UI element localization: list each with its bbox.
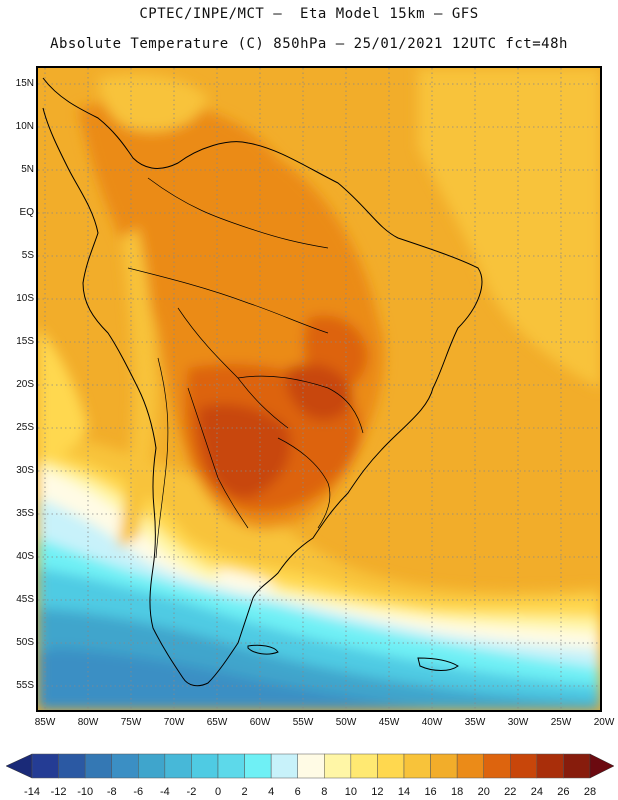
- colorbar-tick-label: 20: [477, 786, 490, 798]
- temperature-map: [36, 66, 602, 712]
- colorbar-tick-label: -12: [50, 786, 67, 798]
- lat-label: 10N: [15, 121, 34, 132]
- colorbar-swatch: [244, 753, 272, 779]
- colorbar-swatch: [217, 753, 245, 779]
- lon-label: 75W: [120, 717, 142, 728]
- colorbar-swatch: [84, 753, 112, 779]
- lon-label: 50W: [335, 717, 357, 728]
- lon-label: 80W: [77, 717, 99, 728]
- lon-label: 40W: [421, 717, 443, 728]
- colorbar-right-arrow: [589, 753, 615, 779]
- colorbar-tick-label: -2: [186, 786, 197, 798]
- colorbar-swatch: [456, 753, 484, 779]
- colorbar-tick-label: 26: [557, 786, 570, 798]
- colorbar-swatch: [403, 753, 431, 779]
- colorbar-swatch: [164, 753, 192, 779]
- lat-label: 30S: [16, 465, 34, 476]
- chart-title-line2: Absolute Temperature (C) 850hPa – 25/01/…: [50, 36, 568, 52]
- temperature-field: [38, 68, 600, 710]
- colorbar-tick-label: 22: [504, 786, 517, 798]
- colorbar-swatch: [58, 753, 86, 779]
- lat-label: 50S: [16, 637, 34, 648]
- colorbar-tick-label: 24: [530, 786, 543, 798]
- lon-label: 45W: [378, 717, 400, 728]
- colorbar-swatch: [111, 753, 139, 779]
- coastline: [42, 77, 483, 687]
- lat-label: EQ: [19, 207, 34, 218]
- colorbar-swatch: [536, 753, 564, 779]
- lat-label: 10S: [16, 293, 34, 304]
- lat-label: 45S: [16, 594, 34, 605]
- colorbar-tick-label: 12: [371, 786, 384, 798]
- colorbar-tick-label: -4: [159, 786, 170, 798]
- colorbar-tick-label: -8: [106, 786, 117, 798]
- colorbar-tick-label: 16: [424, 786, 437, 798]
- graticule: [38, 68, 600, 710]
- colorbar-swatch: [138, 753, 166, 779]
- lat-label: 55S: [16, 680, 34, 691]
- colorbar-swatch: [350, 753, 378, 779]
- colorbar-swatch: [430, 753, 458, 779]
- colorbar-tick-label: 0: [214, 786, 222, 798]
- colorbar-swatch: [563, 753, 591, 779]
- colorbar-swatch: [510, 753, 538, 779]
- colorbar-left-arrow: [5, 753, 33, 779]
- colorbar-tick-label: -10: [77, 786, 94, 798]
- colorbar-tick-label: 28: [583, 786, 597, 798]
- colorbar-swatch: [31, 753, 59, 779]
- lat-label: 5S: [21, 250, 34, 261]
- colorbar-tick-label: -6: [133, 786, 144, 798]
- colorbar-swatch: [483, 753, 511, 779]
- colorbar-swatch: [324, 753, 352, 779]
- lon-label: 70W: [163, 717, 185, 728]
- colorbar-tick-label: -14: [24, 786, 40, 798]
- lon-label: 55W: [292, 717, 314, 728]
- colorbar-tick-label: 8: [321, 786, 328, 798]
- lon-label: 65W: [206, 717, 228, 728]
- colorbar-tick-label: 2: [241, 786, 248, 798]
- colorbar-tick-label: 18: [451, 786, 464, 798]
- colorbar-tick-label: 6: [294, 786, 301, 798]
- temperature-colorbar: [5, 753, 615, 779]
- lat-label: 40S: [16, 551, 34, 562]
- country-borders: [127, 177, 364, 559]
- colorbar-swatch: [297, 753, 325, 779]
- lon-label: 85W: [34, 717, 56, 728]
- lon-label: 20W: [593, 717, 615, 728]
- lat-label: 15N: [15, 78, 34, 89]
- colorbar-tick-label: 4: [268, 786, 275, 798]
- lat-label: 35S: [16, 508, 34, 519]
- lon-label: 30W: [507, 717, 529, 728]
- lon-label: 25W: [550, 717, 572, 728]
- colorbar-swatch: [191, 753, 219, 779]
- colorbar-swatch: [270, 753, 298, 779]
- temperature-bands: [38, 68, 600, 710]
- colorbar-swatch: [377, 753, 405, 779]
- chart-title-line1: CPTEC/INPE/MCT – Eta Model 15km – GFS: [139, 6, 479, 22]
- lon-label: 35W: [464, 717, 486, 728]
- lat-label: 5N: [21, 164, 34, 175]
- lat-label: 20S: [16, 379, 34, 390]
- lat-label: 25S: [16, 422, 34, 433]
- colorbar-tick-label: 14: [397, 786, 411, 798]
- colorbar-tick-label: 10: [344, 786, 357, 798]
- lon-label: 60W: [249, 717, 271, 728]
- lat-label: 15S: [16, 336, 34, 347]
